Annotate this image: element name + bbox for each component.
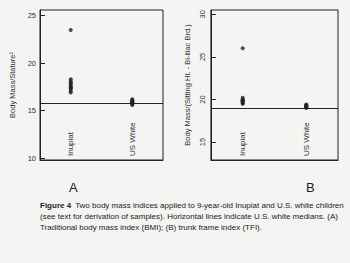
svg-text:10: 10 [28,154,36,163]
svg-text:20: 20 [28,59,36,68]
svg-text:Inupiat: Inupiat [66,131,75,156]
svg-text:Body Mass/Stature²: Body Mass/Stature² [8,52,17,118]
svg-text:25: 25 [198,53,207,61]
svg-text:US White: US White [128,122,137,156]
svg-text:Body Mass/(Sitting Ht. - Bi-il: Body Mass/(Sitting Ht. - Bi-iliac Brd.) [183,24,192,146]
svg-text:15: 15 [28,106,36,115]
svg-text:20: 20 [198,95,207,103]
svg-text:30: 30 [198,10,207,18]
html-text:Figure 4 Two body mass indices: Figure 4 Two body mass indices applied t… [40,201,344,232]
svg-text:15: 15 [198,138,207,146]
svg-text:B: B [306,180,315,195]
svg-text:Inupiat: Inupiat [238,131,247,156]
svg-text:US White: US White [302,122,311,156]
svg-text:25: 25 [28,11,36,20]
svg-text:A: A [69,180,78,195]
